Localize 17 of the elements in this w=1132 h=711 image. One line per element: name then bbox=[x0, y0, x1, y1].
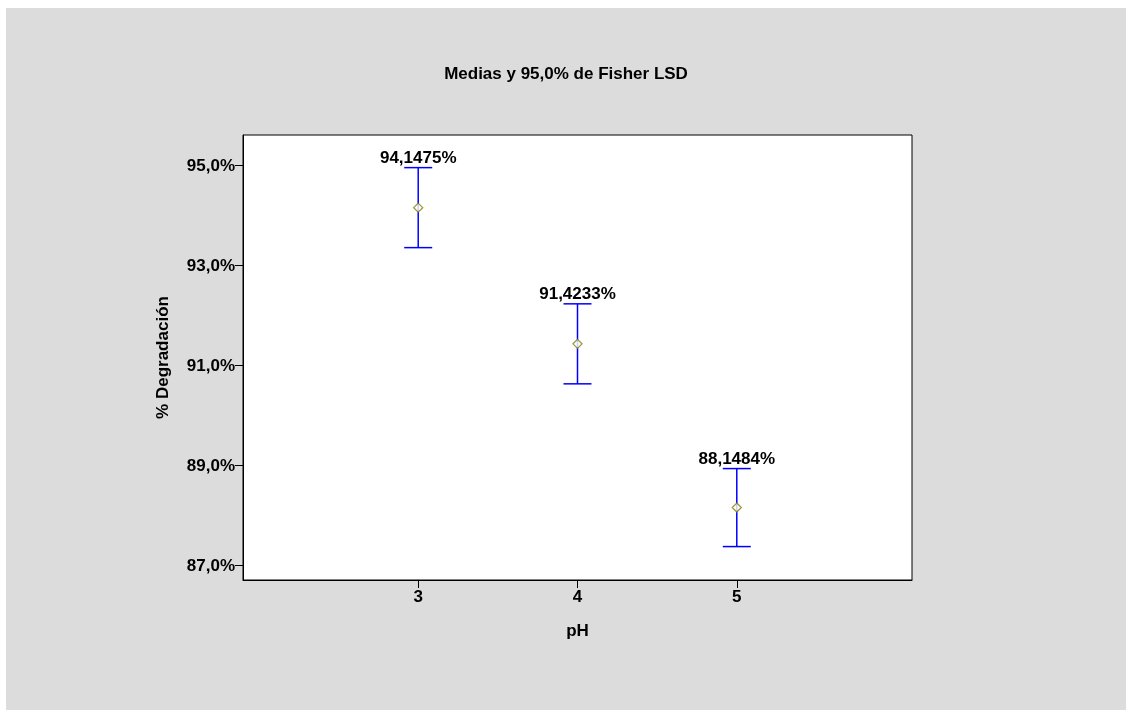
x-tick-label: 5 bbox=[732, 587, 742, 606]
data-label: 91,4233% bbox=[539, 283, 616, 303]
x-tick-label: 3 bbox=[413, 587, 423, 606]
point bbox=[413, 202, 424, 213]
x-tick-label: 4 bbox=[572, 587, 583, 606]
y-axis-title: % Degradación bbox=[153, 296, 172, 419]
y-tick-label: 89,0% bbox=[186, 455, 235, 475]
y-tick-label: 91,0% bbox=[186, 355, 235, 375]
point bbox=[572, 338, 583, 349]
point bbox=[731, 502, 742, 513]
data-label: 88,1484% bbox=[698, 448, 776, 468]
chart-title: Medias y 95,0% de Fisher LSD bbox=[444, 64, 688, 83]
y-tick-label: 93,0% bbox=[186, 255, 235, 275]
x-axis-title: pH bbox=[566, 621, 589, 640]
y-tick-label: 95,0% bbox=[186, 155, 235, 175]
data-label: 94,1475% bbox=[379, 147, 457, 167]
y-tick-label: 87,0% bbox=[186, 555, 235, 575]
